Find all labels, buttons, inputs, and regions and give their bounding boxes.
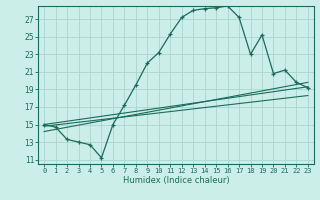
X-axis label: Humidex (Indice chaleur): Humidex (Indice chaleur)	[123, 176, 229, 185]
